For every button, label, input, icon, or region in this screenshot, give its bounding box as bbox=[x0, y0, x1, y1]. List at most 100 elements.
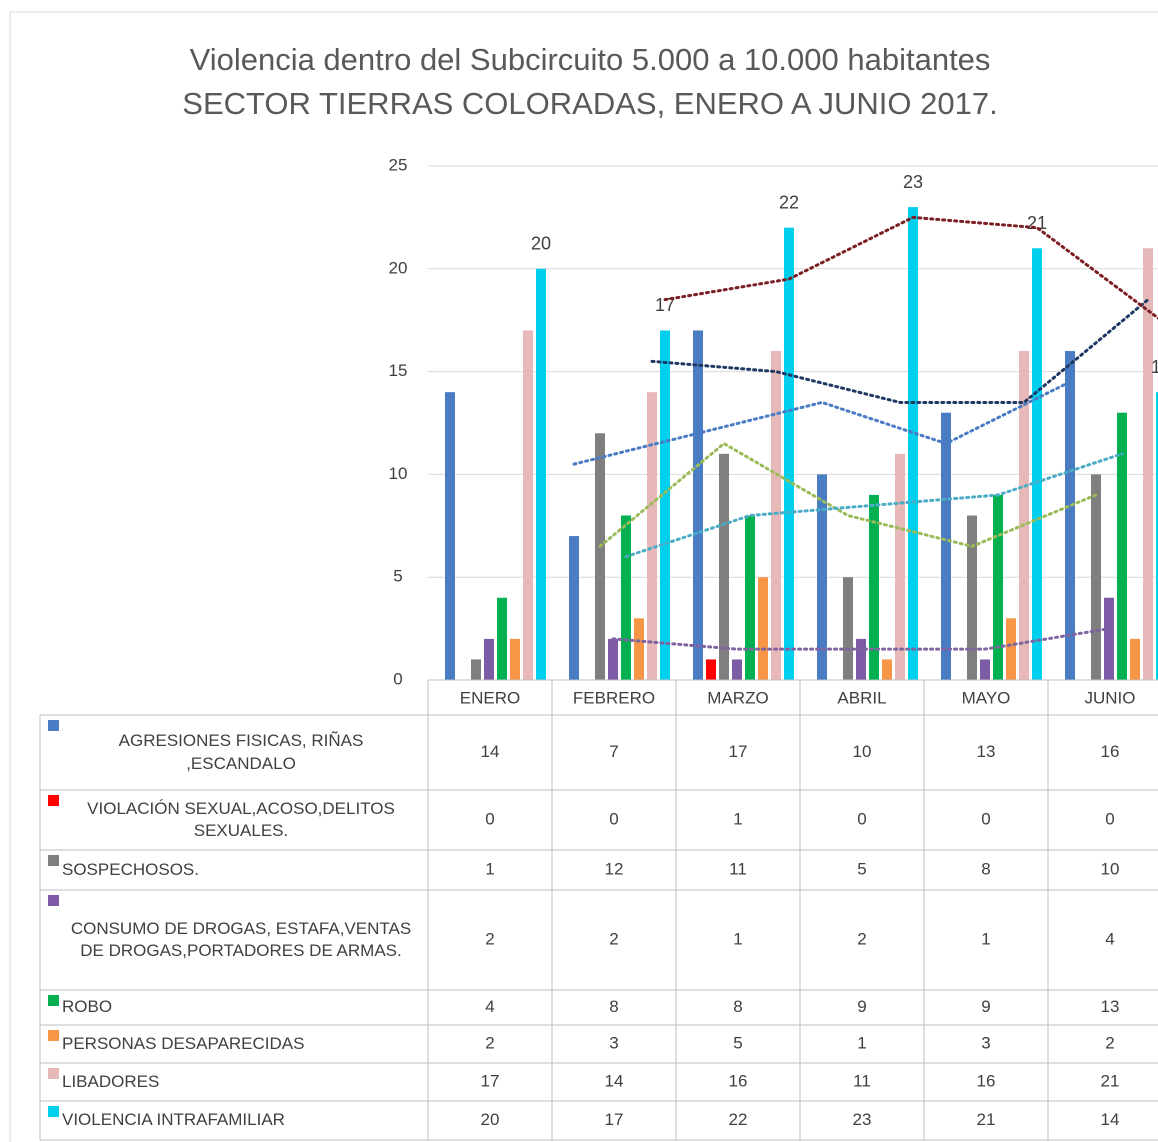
legend-label: ROBO bbox=[62, 997, 113, 1017]
table-value: 21 bbox=[1101, 1071, 1120, 1090]
bar bbox=[745, 515, 755, 680]
bar bbox=[1143, 248, 1153, 681]
chart-subtitle: SECTOR TIERRAS COLORADAS, ENERO A JUNIO … bbox=[182, 86, 997, 121]
bar bbox=[895, 453, 905, 680]
legend-entry: SOSPECHOSOS. bbox=[40, 850, 420, 890]
table-value: 7 bbox=[609, 742, 618, 761]
bar bbox=[484, 638, 494, 680]
x-tick-label: ENERO bbox=[460, 688, 520, 707]
table-value: 4 bbox=[485, 997, 494, 1016]
legend-swatch bbox=[48, 795, 59, 806]
table-value: 4 bbox=[1105, 929, 1114, 948]
bar bbox=[843, 577, 853, 680]
table-value: 17 bbox=[729, 742, 748, 761]
bar bbox=[536, 268, 546, 680]
legend-swatch bbox=[48, 1068, 59, 1079]
table-value: 2 bbox=[609, 929, 618, 948]
table-value: 0 bbox=[857, 809, 866, 828]
table-value: 14 bbox=[1101, 1110, 1120, 1129]
table-value: 0 bbox=[981, 809, 990, 828]
legend-label: CONSUMO DE DROGAS, ESTAFA,VENTAS DE DROG… bbox=[70, 918, 412, 960]
bar bbox=[1117, 412, 1127, 680]
table-value: 21 bbox=[977, 1110, 996, 1129]
y-tick-label: 15 bbox=[389, 361, 408, 380]
table-value: 2 bbox=[485, 929, 494, 948]
table-value: 16 bbox=[1101, 742, 1120, 761]
table-value: 0 bbox=[1105, 809, 1114, 828]
bar bbox=[1032, 248, 1042, 681]
table-value: 9 bbox=[857, 997, 866, 1016]
table-value: 13 bbox=[1101, 997, 1120, 1016]
table-value: 10 bbox=[853, 742, 872, 761]
bar bbox=[1006, 618, 1016, 680]
table-value: 22 bbox=[729, 1110, 748, 1129]
x-tick-label: FEBRERO bbox=[573, 688, 655, 707]
bar bbox=[856, 638, 866, 680]
table-value: 14 bbox=[605, 1071, 624, 1090]
legend-label: VIOLENCIA INTRAFAMILIAR bbox=[62, 1110, 285, 1130]
table-value: 8 bbox=[733, 997, 742, 1016]
bar bbox=[758, 577, 768, 680]
table-value: 11 bbox=[729, 859, 747, 878]
table-value: 1 bbox=[485, 859, 494, 878]
legend-swatch bbox=[48, 1030, 59, 1041]
bar bbox=[1156, 392, 1158, 680]
bar bbox=[647, 392, 657, 680]
trendline bbox=[572, 380, 1072, 466]
table-value: 8 bbox=[609, 997, 618, 1016]
legend-label: VIOLACIÓN SEXUAL,ACOSO,DELITOS SEXUALES. bbox=[87, 798, 395, 840]
table-value: 1 bbox=[733, 809, 742, 828]
table-value: 3 bbox=[981, 1033, 990, 1052]
x-tick-label: JUNIO bbox=[1085, 688, 1136, 707]
trendline bbox=[624, 452, 1124, 559]
legend-entry: AGRESIONES FISICAS, RIÑAS ,ESCANDALO bbox=[40, 715, 420, 790]
bar bbox=[595, 433, 605, 680]
legend-swatch bbox=[48, 720, 59, 731]
table-value: 10 bbox=[1101, 859, 1120, 878]
table-value: 0 bbox=[485, 809, 494, 828]
legend-entry: PERSONAS DESAPARECIDAS bbox=[40, 1025, 420, 1063]
table-value: 3 bbox=[609, 1033, 618, 1052]
bar bbox=[784, 227, 794, 680]
bar bbox=[967, 515, 977, 680]
legend-entry: CONSUMO DE DROGAS, ESTAFA,VENTAS DE DROG… bbox=[40, 890, 420, 990]
chart-title: Violencia dentro del Subcircuito 5.000 a… bbox=[190, 42, 991, 77]
bar bbox=[510, 638, 520, 680]
legend-entry: ROBO bbox=[40, 990, 420, 1025]
y-tick-label: 0 bbox=[393, 669, 402, 688]
bar bbox=[732, 659, 742, 680]
bar bbox=[706, 659, 716, 680]
table-value: 2 bbox=[1105, 1033, 1114, 1052]
data-label: 20 bbox=[531, 234, 551, 254]
trendline bbox=[598, 441, 1098, 548]
bar bbox=[634, 618, 644, 680]
table-value: 1 bbox=[981, 929, 990, 948]
table-value: 23 bbox=[853, 1110, 872, 1129]
bar bbox=[1019, 351, 1029, 680]
legend-label: SOSPECHOSOS. bbox=[62, 859, 199, 879]
trendline bbox=[650, 298, 1150, 404]
legend-swatch bbox=[48, 855, 59, 866]
bar bbox=[993, 494, 1003, 680]
legend-label: AGRESIONES FISICAS, RIÑAS ,ESCANDALO bbox=[118, 731, 364, 773]
table-value: 11 bbox=[853, 1071, 871, 1090]
chart-border bbox=[9, 11, 1158, 1142]
bar bbox=[817, 474, 827, 680]
bar bbox=[1104, 597, 1114, 680]
legend-entry: VIOLENCIA INTRAFAMILIAR bbox=[40, 1101, 420, 1140]
bar bbox=[660, 330, 670, 680]
table-value: 16 bbox=[977, 1071, 996, 1090]
trendline bbox=[663, 215, 1158, 320]
y-tick-label: 20 bbox=[389, 258, 408, 277]
table-value: 2 bbox=[485, 1033, 494, 1052]
bar bbox=[869, 494, 879, 680]
legend-swatch bbox=[48, 1106, 59, 1117]
legend-entry: LIBADORES bbox=[40, 1063, 420, 1101]
data-label: 21 bbox=[1027, 213, 1047, 233]
bar bbox=[497, 597, 507, 680]
data-label: 17 bbox=[655, 295, 675, 315]
table-value: 12 bbox=[605, 859, 624, 878]
table-value: 17 bbox=[481, 1071, 500, 1090]
legend-entry: VIOLACIÓN SEXUAL,ACOSO,DELITOS SEXUALES. bbox=[40, 790, 420, 850]
